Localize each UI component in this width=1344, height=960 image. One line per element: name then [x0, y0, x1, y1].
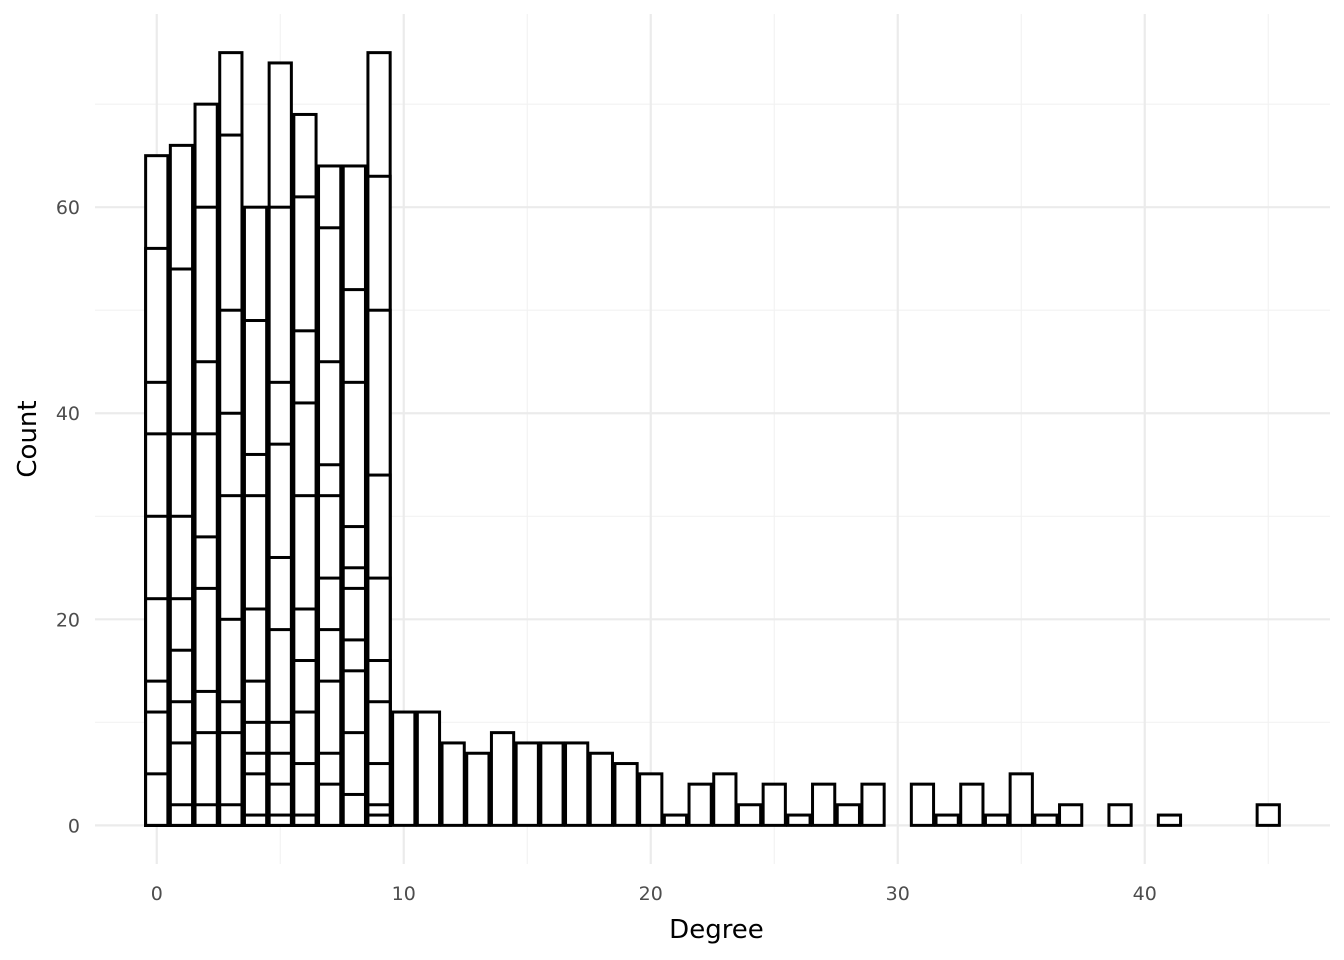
histogram-bar: [168, 803, 195, 827]
histogram-bar: [1008, 772, 1034, 827]
bars: [144, 51, 1281, 827]
histogram-bar: [341, 792, 367, 827]
histogram-bar: [193, 803, 219, 827]
y-tick-label: 60: [56, 197, 80, 219]
histogram-bar: [415, 710, 442, 827]
histogram-bar: [514, 741, 540, 827]
histogram-bar: [440, 741, 466, 827]
histogram-bar: [242, 813, 269, 827]
histogram-bar: [638, 772, 664, 827]
histogram-bar: [588, 751, 614, 827]
y-tick-label: 20: [56, 609, 80, 631]
x-tick-label: 20: [639, 883, 663, 905]
histogram-bar: [860, 782, 886, 827]
histogram-bar: [1033, 813, 1059, 827]
x-tick-label: 30: [886, 883, 910, 905]
histogram-bar: [934, 813, 960, 827]
x-axis-title: Degree: [669, 915, 764, 945]
histogram-bar: [539, 741, 565, 827]
histogram-bar: [662, 813, 689, 827]
histogram-bar: [811, 782, 837, 827]
histogram-bar: [835, 803, 861, 827]
histogram-bar: [687, 782, 713, 827]
y-tick-label: 40: [56, 403, 80, 425]
histogram-bar: [712, 772, 738, 827]
histogram-bar: [391, 710, 417, 827]
y-tick-label: 0: [68, 815, 80, 837]
x-tick-label: 40: [1133, 883, 1157, 905]
histogram-bar: [218, 803, 244, 827]
histogram-bar: [983, 813, 1010, 827]
histogram-bar: [959, 782, 985, 827]
x-tick-label: 10: [392, 883, 416, 905]
histogram-bar: [292, 813, 318, 827]
y-axis-title: Count: [13, 400, 43, 477]
histogram-bar: [317, 782, 343, 827]
histogram-bar: [736, 803, 763, 827]
histogram-bar: [1107, 803, 1133, 827]
x-tick-label: 0: [151, 883, 163, 905]
histogram-bar: [1058, 803, 1084, 827]
histogram-bar: [1156, 813, 1183, 827]
histogram-bar: [613, 762, 639, 827]
histogram-bar: [267, 813, 293, 827]
histogram-bar: [564, 741, 590, 827]
histogram-bar: [1255, 803, 1281, 827]
histogram-bar: [786, 813, 812, 827]
y-axis-ticks: 0 20 40 60: [56, 197, 80, 837]
histogram-bar: [366, 813, 392, 827]
histogram-bar: [909, 782, 936, 827]
histogram-bar: [761, 782, 787, 827]
histogram-bar: [144, 772, 170, 827]
histogram-bar: [489, 731, 516, 827]
histogram-bar: [465, 751, 491, 827]
x-axis-ticks: 0 10 20 30 40: [151, 883, 1157, 905]
